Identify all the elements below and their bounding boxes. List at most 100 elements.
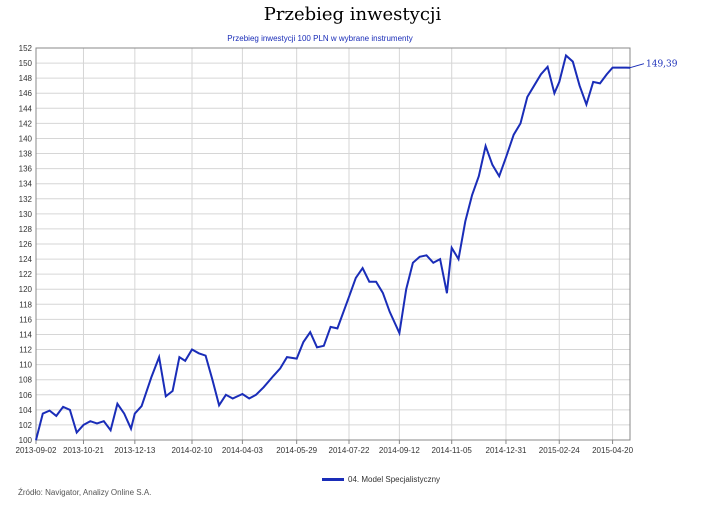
data-point xyxy=(42,413,44,415)
x-tick-label: 2014-11-05 xyxy=(432,446,473,455)
data-point xyxy=(618,67,620,69)
data-point xyxy=(69,409,71,411)
page-title: Przebieg inwestycji xyxy=(263,4,442,25)
data-point xyxy=(241,393,243,395)
data-point xyxy=(158,356,160,358)
x-tick-label: 2014-04-03 xyxy=(222,446,263,455)
y-tick-label: 110 xyxy=(19,361,32,370)
data-point xyxy=(48,410,51,412)
investment-line-chart: Przebieg inwestycji 100 PLN w wybrane in… xyxy=(16,34,678,455)
data-point xyxy=(165,395,167,397)
data-point xyxy=(309,331,311,333)
data-point xyxy=(263,386,265,388)
y-tick-label: 130 xyxy=(19,210,33,219)
data-point xyxy=(464,220,466,222)
data-point xyxy=(348,296,350,298)
data-point xyxy=(82,424,85,426)
x-tick-label: 2014-12-31 xyxy=(486,446,527,455)
data-point xyxy=(579,85,581,87)
x-axis: 2013-09-02 2013-10-21 2013-12-13 2014-02-10… xyxy=(16,440,634,455)
data-point xyxy=(141,405,143,407)
y-tick-label: 132 xyxy=(19,195,33,204)
data-point xyxy=(478,175,480,177)
data-point xyxy=(150,376,152,379)
y-tick-label: 138 xyxy=(19,150,33,159)
data-point xyxy=(123,413,125,415)
y-axis: 100 102 104 106 108 110 112 114 116 118 120 122 124 1… xyxy=(19,44,33,445)
x-tick-label: 2014-05-29 xyxy=(276,446,317,455)
data-point xyxy=(611,67,614,69)
legend-label: 04. Model Specjalistyczny xyxy=(348,474,441,484)
source-note: Źródło: Navigator, Analizy Online S.A. xyxy=(18,488,152,497)
x-tick-label: 2015-04-20 xyxy=(592,446,633,455)
series-line xyxy=(35,53,631,441)
data-point xyxy=(296,357,298,360)
data-point xyxy=(471,194,473,196)
y-tick-label: 126 xyxy=(19,240,33,249)
y-tick-label: 146 xyxy=(19,89,33,98)
data-point xyxy=(336,327,338,330)
grid xyxy=(35,47,630,441)
end-value-leader xyxy=(629,63,645,69)
data-point xyxy=(110,429,112,431)
data-point xyxy=(184,360,186,362)
y-tick-label: 134 xyxy=(19,180,33,189)
data-point xyxy=(592,81,594,83)
data-point xyxy=(130,428,132,430)
data-point xyxy=(565,54,567,57)
data-point xyxy=(198,352,200,354)
y-tick-label: 124 xyxy=(19,255,33,264)
data-point xyxy=(625,67,627,69)
data-point xyxy=(412,262,414,264)
data-points xyxy=(35,54,631,441)
data-point xyxy=(432,262,434,264)
y-tick-label: 116 xyxy=(19,315,32,324)
data-point xyxy=(405,288,407,290)
data-point xyxy=(398,332,400,334)
data-point xyxy=(62,406,64,408)
legend: 04. Model Specjalistyczny xyxy=(322,472,440,486)
data-point xyxy=(606,73,608,75)
x-tick-label: 2013-10-21 xyxy=(63,446,104,455)
data-point xyxy=(451,247,453,249)
y-tick-label: 102 xyxy=(19,421,33,430)
data-point xyxy=(485,145,487,147)
y-tick-label: 152 xyxy=(19,44,33,53)
plot-frame xyxy=(35,47,631,441)
data-point xyxy=(329,326,332,328)
data-point xyxy=(316,346,318,348)
data-point xyxy=(446,292,448,294)
x-tick-label: 2014-07-22 xyxy=(329,446,370,455)
data-point xyxy=(323,345,325,347)
y-tick-label: 108 xyxy=(19,376,33,385)
data-point xyxy=(457,258,460,260)
data-point xyxy=(368,281,370,283)
y-tick-label: 148 xyxy=(19,74,33,83)
data-point xyxy=(302,341,305,343)
end-value-label: 149,39 xyxy=(646,60,678,70)
data-point xyxy=(513,134,515,136)
x-tick-label: 2014-09-12 xyxy=(379,446,420,455)
y-tick-label: 136 xyxy=(19,165,33,174)
data-point xyxy=(204,354,207,357)
data-point xyxy=(533,85,535,87)
data-point xyxy=(547,66,549,68)
x-tick-label: 2013-12-13 xyxy=(114,446,155,455)
y-tick-label: 118 xyxy=(19,300,32,309)
y-tick-label: 150 xyxy=(19,59,33,68)
data-point xyxy=(255,394,257,396)
data-point xyxy=(419,256,421,258)
data-point xyxy=(286,356,288,358)
x-tick-label: 2013-09-02 xyxy=(16,446,57,455)
data-point xyxy=(35,439,37,441)
y-tick-label: 104 xyxy=(19,406,33,415)
data-point xyxy=(425,254,428,256)
data-point xyxy=(572,60,574,63)
y-tick-label: 140 xyxy=(19,134,33,143)
data-point xyxy=(134,413,136,415)
data-point xyxy=(96,422,98,425)
data-point xyxy=(248,397,250,400)
data-point xyxy=(172,390,174,392)
x-tick-label: 2014-02-10 xyxy=(172,446,213,455)
data-point xyxy=(225,394,227,396)
